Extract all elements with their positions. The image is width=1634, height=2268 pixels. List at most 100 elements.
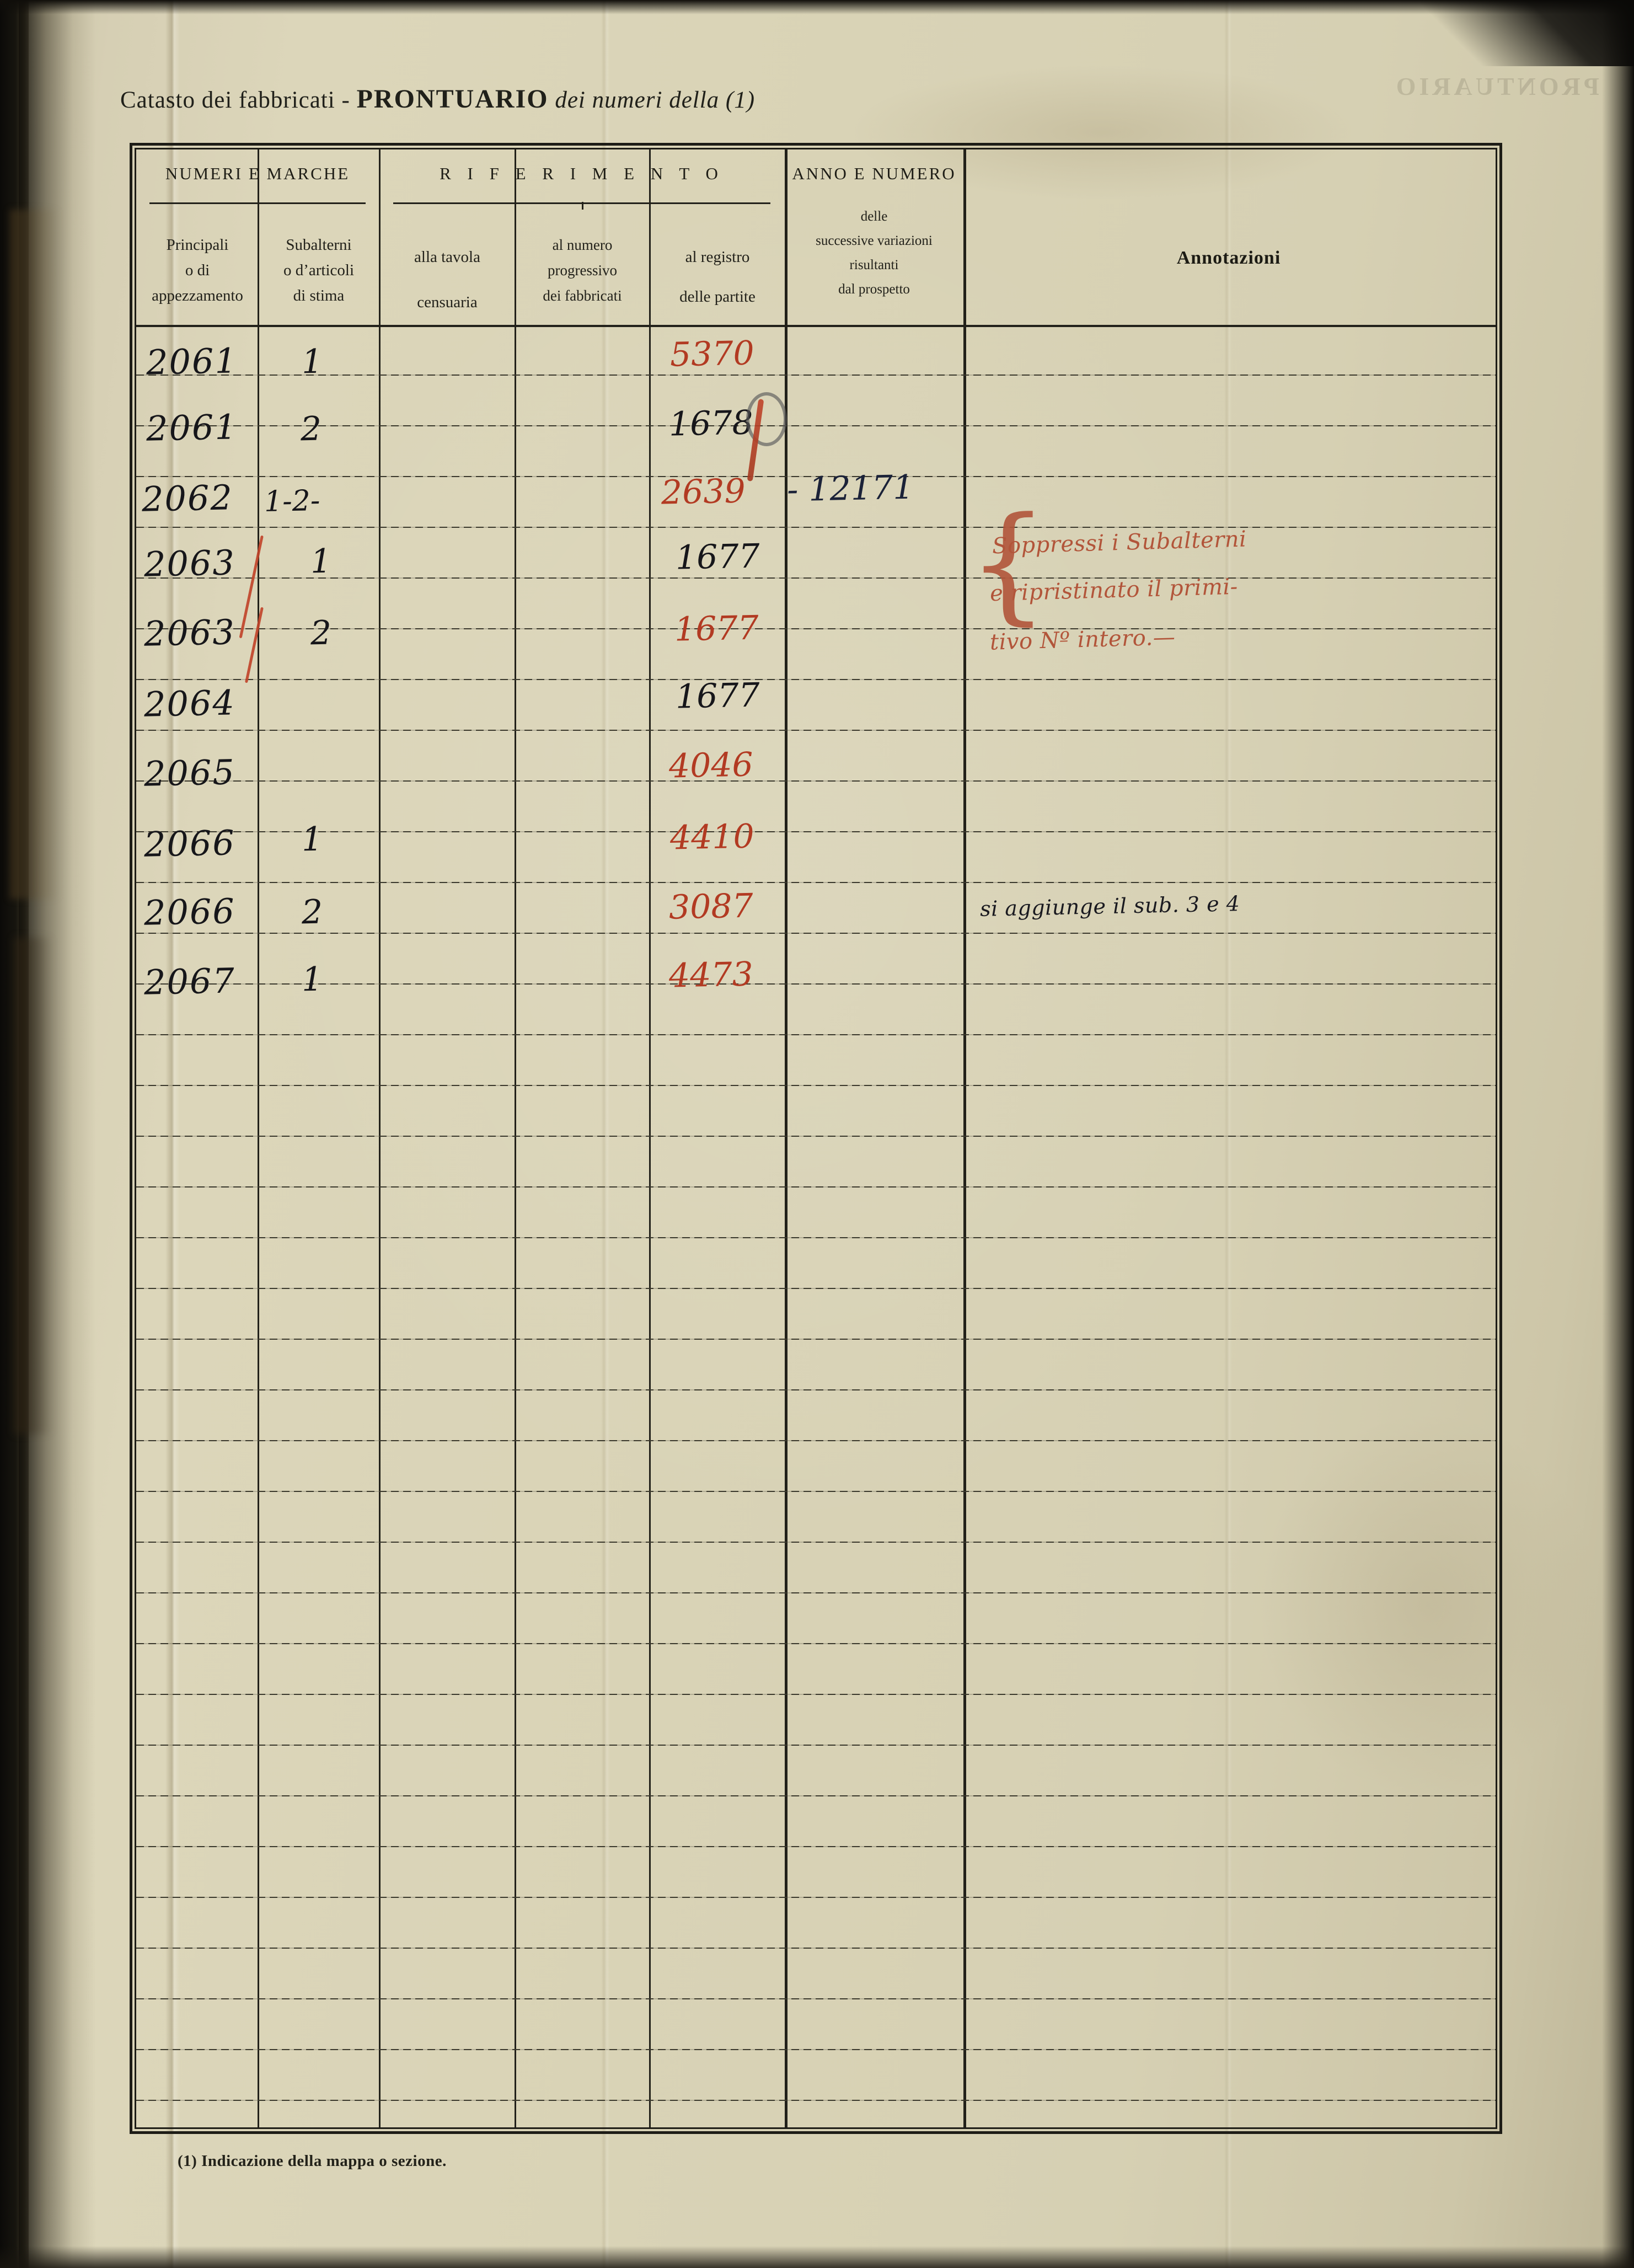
bottom-edge-shadow [0,2246,1634,2268]
table-row: 1-2- [264,484,320,519]
ruled-line [136,1085,1496,1086]
table-row: 1677 [674,608,759,649]
table-row: 3087 [668,886,754,927]
col-header-registro-partite: al registro delle partite [679,248,756,306]
ruled-line [136,577,1496,579]
ruled-line [136,933,1496,934]
ruled-line [136,730,1496,731]
table-row: 1677 [675,537,760,577]
ruled-line [136,1643,1496,1644]
title-main: PRONTUARIO [356,84,549,114]
group-header-riferimento: R I F E R I M E N T O [440,164,724,183]
page-footnote: (1) Indicazione della mappa o sezione. [178,2152,447,2170]
table-header: NUMERI E MARCHE R I F E R I M E N T O AN… [136,149,1496,327]
torn-edge-lower [14,938,53,1434]
paper-stain-right [1257,1412,1599,1798]
table-row: 2061 [146,340,238,383]
table-row: 2 [300,409,322,449]
table-row: 2066 [143,891,236,933]
ruled-line [136,2049,1496,2050]
ruled-line [136,1288,1496,1289]
corner-shadow [1397,0,1634,66]
ruled-line [136,983,1496,985]
ruled-line [136,1542,1496,1543]
annotation-line: tivo Nº intero.— [989,624,1176,655]
ruled-line [136,1948,1496,1949]
ruled-line [136,1339,1496,1340]
table-row: - 12171 [786,468,914,510]
table-row: 1 [310,542,332,581]
ruled-line [136,1389,1496,1390]
column-rule-2 [379,149,381,2127]
title-prefix: Catasto dei fabbricati - [120,87,357,113]
ruled-line [136,375,1496,376]
ruled-line [136,1846,1496,1847]
ruled-line [136,527,1496,528]
ruled-line [136,1795,1496,1796]
table-row: 1678 [668,403,754,444]
overstrike-circle [746,392,787,446]
ruled-line [136,1745,1496,1746]
annotation-line: si aggiunge il sub. 3 e 4 [979,891,1240,921]
ruled-line [136,628,1496,629]
prontuario-table: NUMERI E MARCHE R I F E R I M E N T O AN… [130,143,1502,2134]
table-row: 2067 [143,960,236,1003]
title-suffix: dei numeri della (1) [548,87,756,113]
group-header-anno-e-numero: ANNO E NUMERO [792,164,956,183]
group-header-numeri-e-marche: NUMERI E MARCHE [165,164,350,183]
ruled-line [136,780,1496,782]
ruled-line [136,882,1496,883]
table-row: 2639 [661,472,746,512]
ruled-line [136,1694,1496,1695]
table-row: 2061 [146,406,238,449]
show-through-text: PRONTUARIO [1392,72,1599,100]
table-row: 2063 [143,612,236,654]
column-rule-4 [649,149,651,2127]
col-header-principali: Principali o di appezzamento [152,236,243,304]
col-header-annotazioni: Annotazioni [1176,248,1281,268]
table-row: 1677 [675,676,760,716]
header-bottom-rule [136,325,1496,327]
table-row: 2064 [143,682,236,725]
table-row: 1 [301,960,323,999]
ruled-line [136,1998,1496,1999]
annotation-brace: { [968,490,1049,638]
ruled-line [136,1237,1496,1238]
torn-edge-upper [10,210,60,899]
ruled-line [136,1491,1496,1492]
vertical-fold-right [1224,0,1232,2268]
column-rule-5 [785,149,787,2127]
table-row: 2066 [143,822,236,865]
column-rule-1 [258,149,259,2127]
red-strike-mark [244,607,264,683]
ruled-line [136,679,1496,680]
table-row: 5370 [669,334,755,375]
paper-stain-top [855,66,1351,199]
ruled-line [136,476,1496,477]
ruled-line [136,1897,1496,1898]
vertical-fold-left [601,0,610,2268]
ruled-line [136,1440,1496,1441]
table-row: 1 [301,820,323,859]
ruled-line [136,425,1496,426]
column-rule-6 [963,149,966,2127]
ruled-line [136,1186,1496,1188]
table-row: 2065 [143,752,236,794]
table-row: 4046 [668,745,754,786]
col-header-subalterni: Subalterni o d’articoli di stima [283,236,355,304]
table-row: 4410 [669,817,755,858]
ruled-line [136,1592,1496,1593]
top-edge-shadow [0,0,1634,14]
table-row: 2062 [141,477,234,520]
table-row: 2063 [143,542,236,585]
page-title: Catasto dei fabbricati - PRONTUARIO dei … [120,84,755,114]
right-edge-shadow [1602,0,1634,2268]
ruled-line [136,2100,1496,2101]
ruled-line [136,1136,1496,1137]
group-rule-1 [149,202,366,210]
table-row: 4473 [668,955,754,996]
group-rule-2 [393,202,770,210]
col-header-tavola-censuaria: alla tavola censuaria [414,248,480,311]
table-row: 2 [301,892,323,932]
